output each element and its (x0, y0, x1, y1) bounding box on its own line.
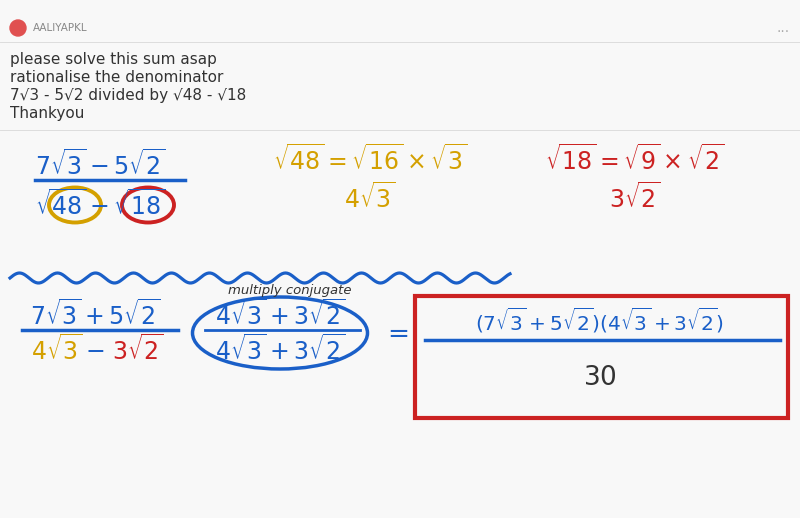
Text: $3\sqrt{2}$: $3\sqrt{2}$ (112, 335, 164, 365)
Text: please solve this sum asap: please solve this sum asap (10, 52, 217, 67)
Text: rationalise the denominator: rationalise the denominator (10, 70, 223, 85)
Text: $-$: $-$ (86, 338, 105, 362)
Text: $4\sqrt{3} + 3\sqrt{2}$: $4\sqrt{3} + 3\sqrt{2}$ (214, 300, 346, 330)
Text: $=$: $=$ (382, 320, 408, 346)
Text: multiply conjugate: multiply conjugate (228, 283, 352, 296)
Text: $\sqrt{48} - \sqrt{18}$: $\sqrt{48} - \sqrt{18}$ (34, 190, 166, 220)
Text: $4\sqrt{3}$: $4\sqrt{3}$ (31, 335, 83, 365)
Text: Thankyou: Thankyou (10, 106, 84, 121)
Text: $4\sqrt{3} + 3\sqrt{2}$: $4\sqrt{3} + 3\sqrt{2}$ (214, 335, 346, 365)
Text: $\sqrt{18} = \sqrt{9} \times \sqrt{2}$: $\sqrt{18} = \sqrt{9} \times \sqrt{2}$ (546, 145, 725, 175)
Text: $4\sqrt{3}$: $4\sqrt{3}$ (344, 183, 396, 213)
Circle shape (10, 20, 26, 36)
Text: $7\sqrt{3} + 5\sqrt{2}$: $7\sqrt{3} + 5\sqrt{2}$ (30, 300, 160, 330)
Text: 7√3 - 5√2 divided by √48 - √18: 7√3 - 5√2 divided by √48 - √18 (10, 88, 246, 103)
Text: $3\sqrt{2}$: $3\sqrt{2}$ (609, 183, 661, 213)
Text: AALIYAPKL: AALIYAPKL (33, 23, 88, 33)
Text: $30$: $30$ (583, 365, 617, 391)
Text: ...: ... (777, 21, 790, 35)
Text: $7\sqrt{3} - 5\sqrt{2}$: $7\sqrt{3} - 5\sqrt{2}$ (34, 150, 166, 180)
Text: $(7\sqrt{3} + 5\sqrt{2})(4\sqrt{3} + 3\sqrt{2})$: $(7\sqrt{3} + 5\sqrt{2})(4\sqrt{3} + 3\s… (475, 306, 725, 335)
Text: $\sqrt{48} = \sqrt{16} \times \sqrt{3}$: $\sqrt{48} = \sqrt{16} \times \sqrt{3}$ (273, 145, 467, 175)
